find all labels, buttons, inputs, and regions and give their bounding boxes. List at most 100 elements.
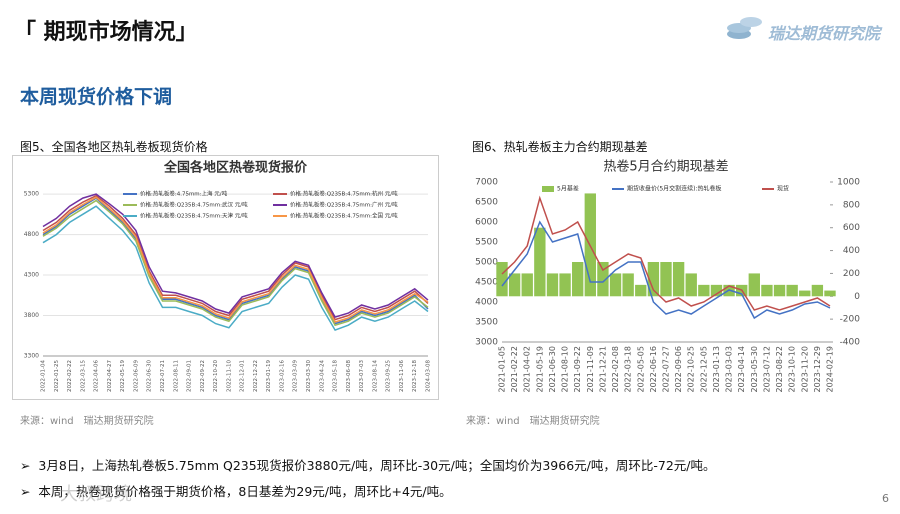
page-number: 6 — [882, 492, 889, 505]
x-tick-label: 2023-01-13 — [712, 346, 721, 393]
bar — [622, 273, 634, 297]
bar — [748, 273, 760, 297]
bar — [761, 284, 773, 297]
x-tick-label: 2023-09-25 — [386, 360, 392, 392]
y-tick-label: 6500 — [475, 198, 498, 208]
x-tick-label: 2024-02-19 — [826, 346, 835, 393]
y-tick-label: 3500 — [475, 318, 498, 328]
x-tick-label: 2022-07-21 — [160, 360, 166, 392]
x-tick-label: 2022-12-22 — [253, 360, 259, 392]
bar — [534, 227, 546, 297]
chart-title: 全国各地区热卷现货报价 — [163, 160, 308, 176]
y-tick-label: 4000 — [475, 298, 498, 308]
x-tick-label: 2022-12-01 — [240, 360, 246, 392]
y-tick-label: 5300 — [24, 191, 39, 198]
legend-label: 价格:热轧板卷:Q235B:4.75mm:武汉 元/吨 — [140, 201, 248, 209]
x-tick-label: 2021-02-22 — [510, 346, 519, 393]
x-tick-label: 2023-07-12 — [762, 346, 771, 393]
bar — [609, 273, 622, 297]
x-tick-label: 2023-08-14 — [372, 360, 378, 392]
chart: 全国各地区热卷现货报价 3300 3800 4300 4800 5300 2022-01-0… — [12, 155, 439, 400]
legend-label: 5月基差 — [557, 185, 579, 193]
x-tick-label: 2023-11-06 — [399, 360, 405, 392]
bullet-text: 3月8日，上海热轧卷板5.75mm Q235现货报价3880元/吨，周环比-30… — [38, 458, 716, 473]
source: 来源：wind 瑞达期货研究院 — [20, 416, 154, 427]
x-tick-label: 2021-04-02 — [523, 346, 532, 393]
x-tick-label: 2022-07-27 — [662, 346, 671, 393]
bar — [685, 273, 697, 297]
bar — [597, 262, 609, 297]
y-tick-label: 6000 — [475, 218, 498, 228]
bar — [508, 273, 521, 297]
line-series — [42, 196, 429, 323]
x-tick-label: 2022-05-19 — [120, 360, 126, 392]
legend-label: 价格:热轧板卷:4.75mm:上海 元/吨 — [140, 190, 228, 198]
source: 来源：wind 瑞达期货研究院 — [466, 416, 600, 427]
page-title: 「 期现市场情况」 — [14, 20, 198, 45]
x-tick-label: 2023-01-19 — [266, 360, 272, 392]
legend-swatch — [542, 186, 554, 192]
x-tick-label: 2022-02-22 — [67, 360, 73, 392]
legend-label: 价格:热轧板卷:Q235B:4.75mm:杭州 元/吨 — [290, 190, 398, 198]
x-tick-label: 2022-04-06 — [94, 360, 100, 392]
x-tick-label: 2022-10-25 — [687, 346, 696, 393]
x-tick-label: 2023-05-30 — [750, 346, 759, 393]
logo-text: 瑞达期货研究院 — [768, 24, 881, 43]
line-series — [501, 195, 831, 311]
x-tick-label: 2023-12-18 — [412, 360, 418, 392]
line-series — [501, 220, 831, 320]
bar — [496, 262, 508, 297]
y-tick-label: 4800 — [24, 231, 39, 238]
y2-tick-label: 600 — [843, 223, 860, 233]
bar — [698, 284, 710, 297]
x-tick-label: 2023-03-03 — [725, 346, 734, 393]
x-tick-label: 2023-03-09 — [293, 360, 299, 392]
bar — [660, 262, 672, 297]
x-tick-label: 2022-06-30 — [147, 360, 153, 392]
x-tick-label: 2023-10-10 — [788, 346, 797, 393]
x-tick-label: 2021-08-10 — [561, 346, 570, 393]
x-tick-label: 2022-12-05 — [699, 346, 708, 393]
y2-tick-label: 800 — [843, 200, 860, 210]
x-tick-label: 2023-11-20 — [800, 346, 809, 393]
x-tick-label: 2021-05-19 — [535, 346, 544, 393]
x-tick-label: 2022-05-05 — [636, 346, 645, 393]
watermark: 大叔跨境 — [60, 484, 132, 505]
line-series — [42, 205, 429, 332]
bullet: ➢ 3月8日，上海热轧卷板5.75mm Q235现货报价3880元/吨，周环比-… — [20, 458, 716, 473]
bar — [773, 284, 786, 297]
bar — [572, 262, 584, 297]
x-tick-label: 2023-04-14 — [737, 346, 746, 393]
x-tick-label: 2023-04-24 — [319, 360, 325, 392]
line-series — [42, 199, 429, 327]
x-tick-label: 2021-11-09 — [586, 346, 595, 393]
y2-tick-label: 1000 — [837, 178, 860, 188]
x-tick-label: 2022-04-27 — [107, 360, 113, 392]
chart: 热卷5月合约期现基差300035004000450050005500600065… — [475, 159, 861, 393]
y2-tick-label: -200 — [840, 315, 861, 325]
x-tick-label: 2022-02-08 — [611, 346, 620, 393]
x-tick-label: 2022-01-04 — [41, 360, 47, 392]
x-tick-label: 2022-10-20 — [213, 360, 219, 392]
bar — [546, 273, 559, 297]
x-tick-label: 2021-01-05 — [498, 346, 507, 393]
x-tick-label: 2023-02-16 — [279, 360, 285, 392]
bar — [811, 284, 824, 297]
y-tick-label: 3800 — [24, 312, 39, 319]
x-tick-label: 2023-03-30 — [306, 360, 312, 392]
x-tick-label: 2024-03-08 — [426, 360, 432, 392]
bullet: ➢ 本周，热卷现货价格强于期货价格，8日基差为29元/吨，周环比+4元/吨。 — [20, 484, 452, 499]
legend-label: 价格:热轧板卷:Q235B:4.75mm:天津 元/吨 — [140, 212, 248, 220]
y-tick-label: 3300 — [24, 353, 39, 360]
x-tick-label: 2022-06-09 — [133, 360, 139, 392]
line-series — [42, 194, 429, 321]
x-tick-label: 2022-09-22 — [200, 360, 206, 392]
bar — [799, 290, 811, 297]
bar — [647, 262, 660, 297]
x-tick-label: 2022-08-11 — [173, 360, 179, 392]
legend-label: 价格:热轧板卷:Q235B:4.75mm:全国 元/吨 — [290, 212, 398, 220]
x-tick-label: 2023-08-22 — [775, 346, 784, 393]
x-tick-label: 2023-12-29 — [813, 346, 822, 393]
x-tick-label: 2022-06-16 — [649, 346, 658, 393]
